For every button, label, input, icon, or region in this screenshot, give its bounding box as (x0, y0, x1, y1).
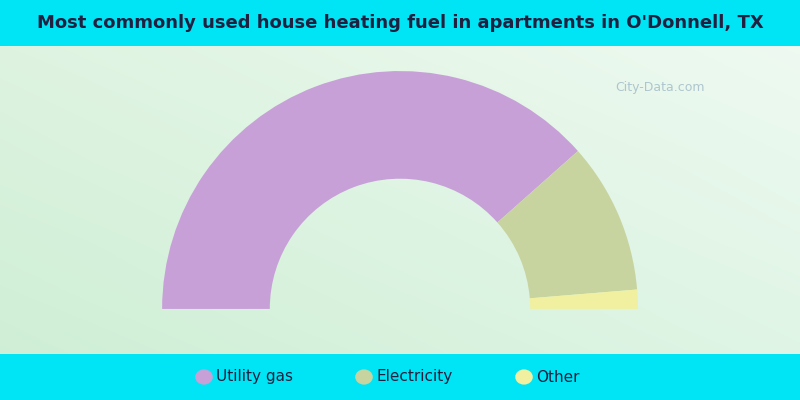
Text: Most commonly used house heating fuel in apartments in O'Donnell, TX: Most commonly used house heating fuel in… (37, 14, 763, 32)
Text: Utility gas: Utility gas (216, 370, 293, 384)
Text: Other: Other (536, 370, 579, 384)
Bar (0, 354, 800, 400)
Wedge shape (498, 151, 637, 298)
Wedge shape (530, 290, 638, 309)
Text: City-Data.com: City-Data.com (615, 82, 705, 94)
Text: Electricity: Electricity (376, 370, 452, 384)
Bar (0, 0, 800, 46)
Wedge shape (162, 71, 578, 309)
